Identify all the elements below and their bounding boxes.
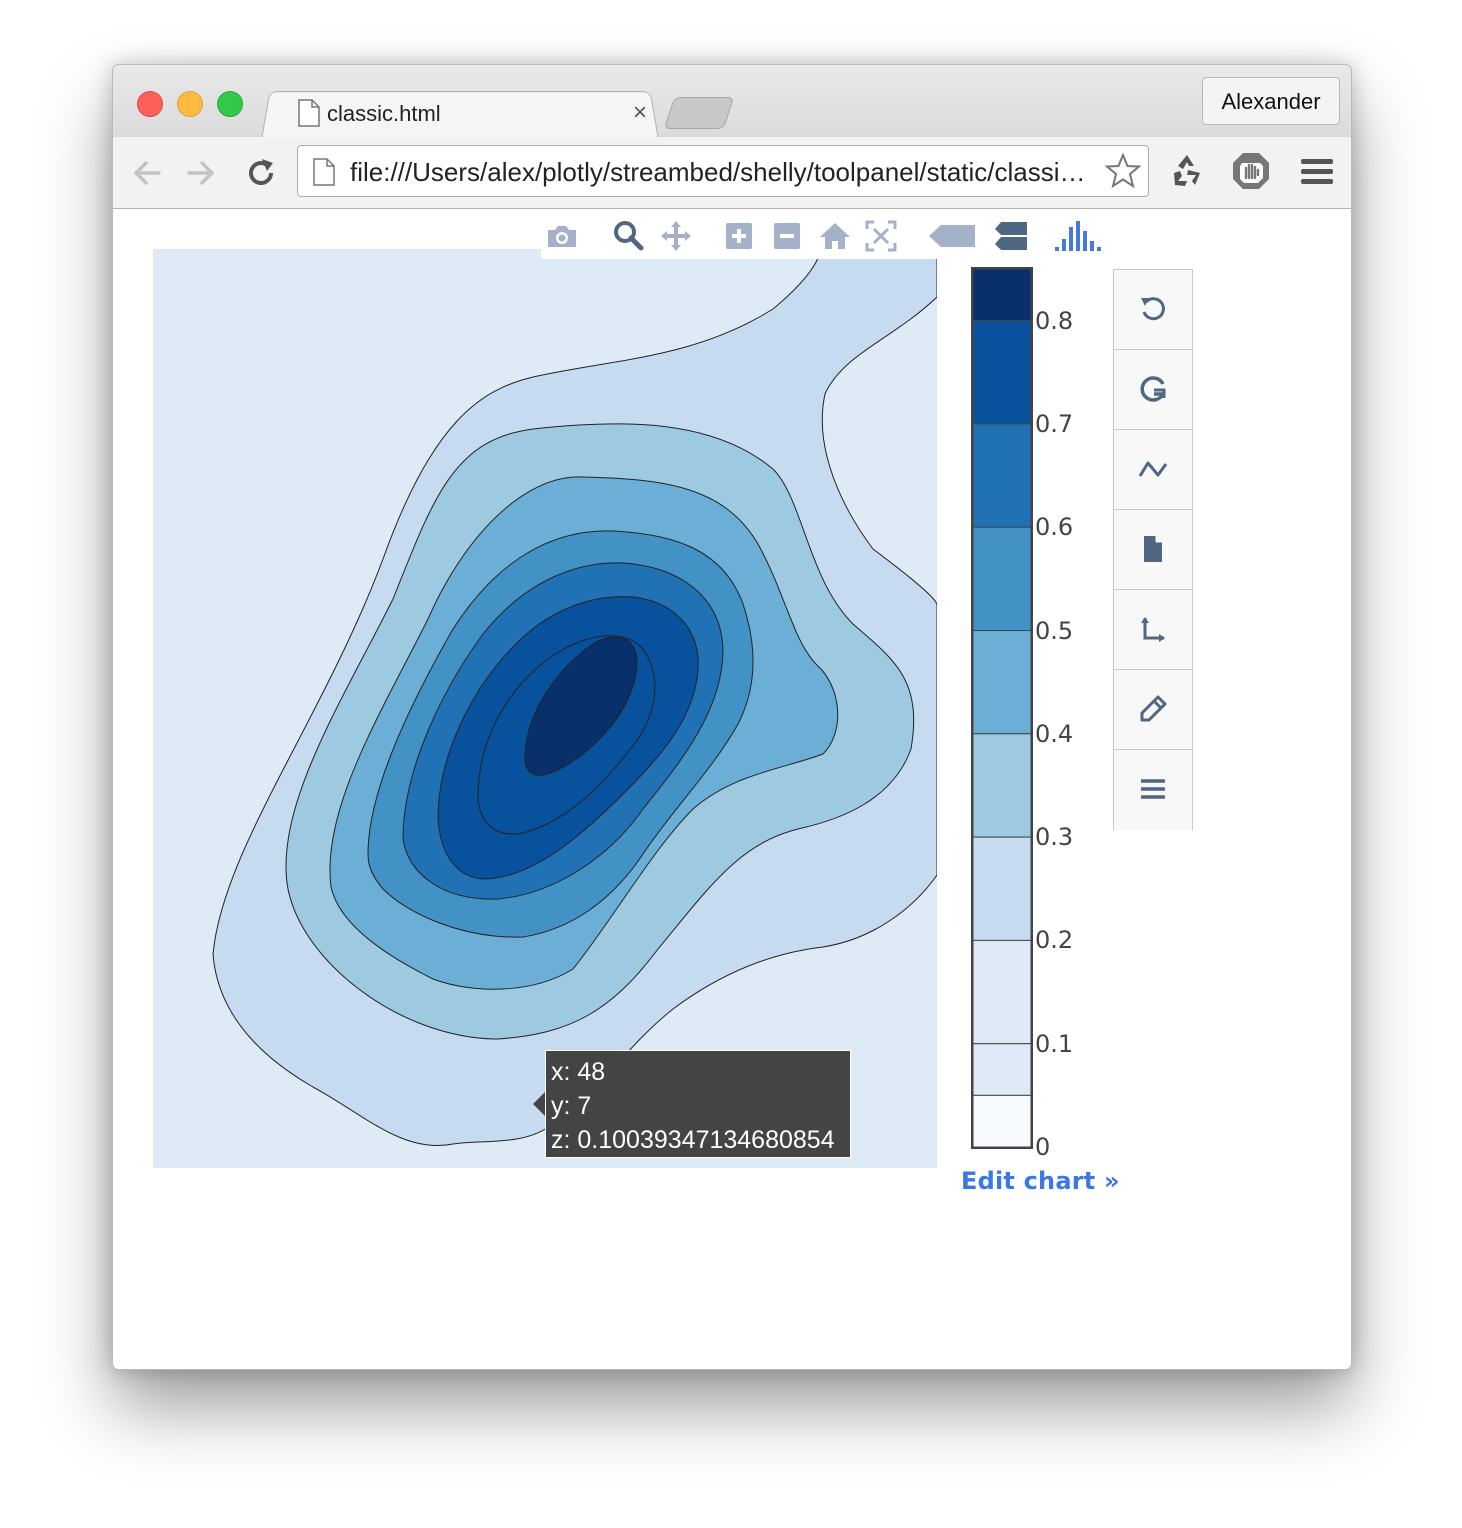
pan-icon[interactable]	[659, 219, 693, 253]
file-icon	[1144, 536, 1162, 562]
redo-button[interactable]	[1114, 350, 1192, 430]
plot-modebar	[541, 215, 1121, 259]
axes-icon	[1141, 617, 1165, 642]
colorbar-frame	[971, 267, 1033, 1149]
colorbar-band	[972, 320, 1032, 425]
url-text: file:///Users/alex/plotly/streambed/shel…	[350, 157, 1090, 187]
colorbar-band	[972, 1094, 1032, 1148]
colorbar-band	[972, 1043, 1032, 1096]
address-bar[interactable]: file:///Users/alex/plotly/streambed/shel…	[297, 145, 1149, 197]
redo-icon	[1140, 376, 1166, 402]
zoom-in-icon[interactable]	[722, 219, 756, 253]
reload-icon[interactable]	[243, 155, 279, 191]
menu-button[interactable]	[1114, 750, 1192, 830]
file-button[interactable]	[1114, 510, 1192, 590]
browser-window: classic.html × Alexander file:///Users/a…	[112, 64, 1352, 1370]
hover-y: y: 7	[551, 1092, 592, 1120]
colorbar-tick-label: 0.1	[1035, 1029, 1074, 1058]
autoscale-icon[interactable]	[864, 219, 898, 253]
colorbar-tick-label: 0.5	[1035, 616, 1074, 645]
hover-compare-icon[interactable]	[993, 219, 1027, 253]
bookmark-star-icon[interactable]	[1104, 152, 1142, 190]
back-icon[interactable]	[129, 155, 165, 191]
browser-tab[interactable]: classic.html ×	[283, 91, 653, 137]
colorbar-band	[972, 423, 1032, 528]
undo-icon	[1141, 297, 1165, 321]
recycle-extension-icon[interactable]	[1167, 151, 1207, 191]
hover-x: x: 48	[551, 1058, 606, 1086]
trace-icon	[1138, 461, 1168, 477]
zoom-window-button[interactable]	[217, 91, 243, 117]
colorbar-tick-label: 0.3	[1035, 823, 1074, 852]
plotly-logo-icon[interactable]	[1053, 219, 1105, 253]
tool-side-panel	[1113, 269, 1193, 830]
forward-icon[interactable]	[183, 155, 219, 191]
colorbar-band	[972, 836, 1032, 941]
style-icon	[1140, 695, 1167, 722]
undo-button[interactable]	[1114, 270, 1192, 350]
colorbar-band	[972, 630, 1032, 735]
contour-level-8	[524, 636, 638, 776]
close-window-button[interactable]	[137, 91, 163, 117]
contour-plot[interactable]	[153, 249, 937, 1168]
camera-icon[interactable]	[545, 219, 579, 253]
colorbar-tick-label: 0.2	[1035, 926, 1074, 955]
colorbar	[971, 267, 1033, 1149]
menu-icon	[1141, 779, 1165, 799]
edit-chart-link[interactable]: Edit chart »	[961, 1167, 1120, 1195]
colorbar-tick-label: 0	[1035, 1133, 1051, 1161]
tab-title: classic.html	[327, 101, 441, 126]
colorbar-band	[972, 526, 1032, 632]
browser-toolbar: file:///Users/alex/plotly/streambed/shel…	[113, 137, 1351, 209]
style-button[interactable]	[1114, 670, 1192, 750]
minimize-window-button[interactable]	[177, 91, 203, 117]
page-content: x: 48 y: 7 z: 0.1003934713468085​4 0.8 0.…	[113, 209, 1351, 1369]
hover-closest-icon[interactable]	[927, 219, 977, 253]
colorbar-band	[972, 733, 1032, 838]
zoom-out-icon[interactable]	[770, 219, 804, 253]
new-tab-button[interactable]	[663, 97, 735, 129]
home-icon[interactable]	[818, 219, 852, 253]
page-icon	[313, 158, 335, 186]
page-icon	[298, 99, 320, 127]
title-bar: classic.html × Alexander	[113, 65, 1351, 140]
colorbar-tick-label: 0.7	[1035, 409, 1074, 438]
colorbar-tick-label: 0.8	[1035, 306, 1074, 335]
traces-button[interactable]	[1114, 430, 1192, 510]
colorbar-tick-label: 0.4	[1035, 719, 1074, 748]
axes-button[interactable]	[1114, 590, 1192, 670]
colorbar-band	[972, 939, 1032, 1045]
colorbar-band	[972, 268, 1032, 322]
profile-button[interactable]: Alexander	[1202, 77, 1340, 125]
hover-arrow	[533, 1092, 545, 1116]
chrome-menu-icon[interactable]	[1297, 151, 1337, 191]
zoom-icon[interactable]	[611, 219, 645, 253]
tab-close-icon[interactable]: ×	[632, 99, 647, 126]
hover-box: x: 48 y: 7 z: 0.1003934713468085​4	[545, 1050, 851, 1158]
adblock-hand-icon[interactable]	[1231, 151, 1271, 191]
colorbar-tick-label: 0.6	[1035, 513, 1074, 542]
hover-z: z: 0.1003934713468085​4	[551, 1126, 835, 1154]
